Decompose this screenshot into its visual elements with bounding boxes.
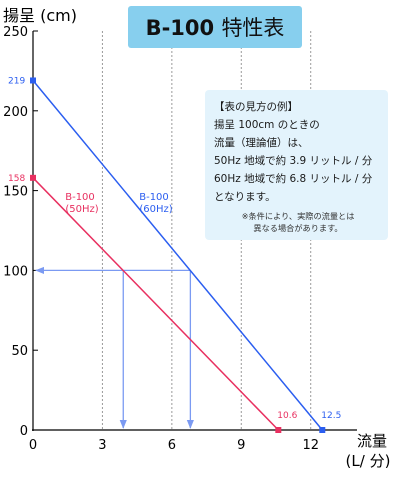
chart-title-box: B-100 特性表 — [128, 6, 302, 48]
series-label: (50Hz) — [65, 204, 98, 215]
chart-title-model: B-100 — [145, 16, 215, 40]
series-line — [32, 177, 279, 431]
x-tick-label: 3 — [98, 438, 106, 453]
y-tick-label: 100 — [3, 264, 28, 279]
y-axis-title: 揚呈 (cm) — [3, 6, 77, 25]
note-line: 流量（理論値）は、 — [214, 137, 309, 149]
chart-title: B-100 特性表 — [146, 12, 285, 42]
x-tick-label: 0 — [29, 438, 37, 453]
x-tick-label: 6 — [168, 438, 176, 453]
note-line: 50Hz 地域で約 3.9 リットル / 分 — [214, 155, 373, 167]
note-line: となります。 — [214, 191, 276, 203]
note-line: 揚呈 100cm のときの — [214, 119, 320, 131]
note-caveat: ※条件により、実際の流量とは — [241, 211, 355, 221]
y-tick-label: 50 — [11, 344, 28, 359]
chart-title-suffix: 特性表 — [221, 16, 285, 40]
y-intercept-label: 219 — [8, 76, 25, 86]
series-point — [30, 174, 36, 181]
y-tick-label: 250 — [3, 25, 28, 40]
y-tick-label: 0 — [20, 424, 28, 439]
series-point — [30, 77, 36, 84]
y-intercept-label: 158 — [8, 174, 25, 184]
x-axis-title: 流量 — [357, 432, 387, 450]
series-label: (60Hz) — [139, 204, 172, 215]
series-point — [319, 427, 326, 433]
x-tick-label: 12 — [302, 438, 319, 453]
x-intercept-label: 10.6 — [277, 411, 297, 421]
reading-guide-note: 【表の見方の例】 揚呈 100cm のときの 流量（理論値）は、 50Hz 地域… — [205, 90, 388, 240]
y-tick-label: 200 — [3, 105, 28, 120]
series-label: B-100 — [139, 192, 169, 203]
x-intercept-label: 12.5 — [321, 411, 341, 421]
series-point — [275, 427, 282, 433]
note-caveat: 異なる場合があります。 — [253, 223, 343, 233]
series-line — [32, 79, 323, 431]
y-tick-label: 150 — [3, 185, 28, 200]
note-heading: 【表の見方の例】 — [214, 101, 298, 113]
x-axis-title: (L/ 分) — [346, 452, 391, 470]
series-label: B-100 — [65, 192, 95, 203]
note-line: 60Hz 地域で約 6.8 リットル / 分 — [214, 173, 373, 185]
x-tick-label: 9 — [237, 438, 245, 453]
